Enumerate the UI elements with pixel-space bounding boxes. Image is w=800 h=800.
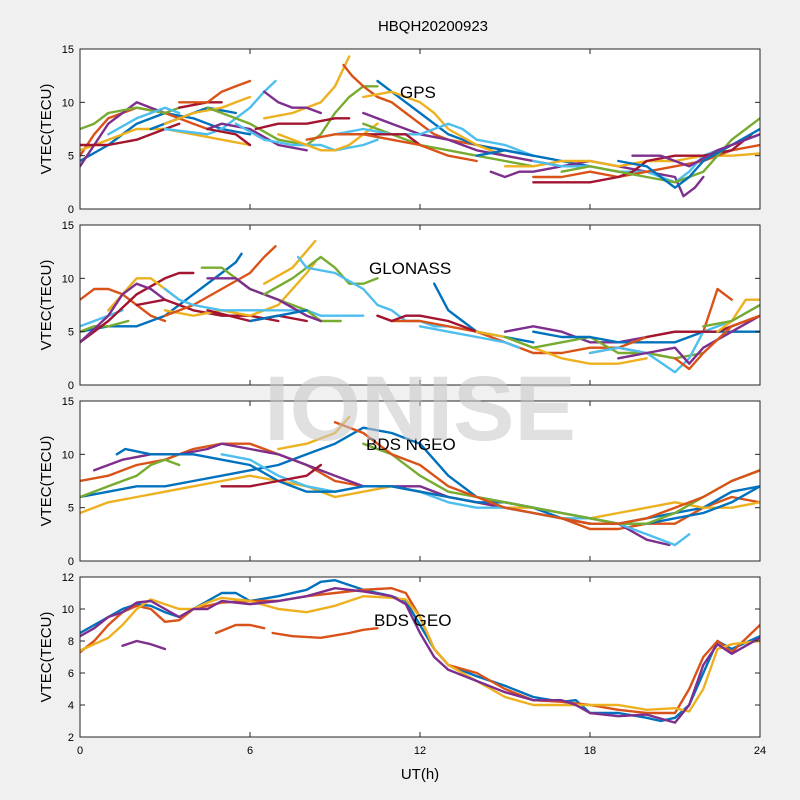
series-group (80, 239, 760, 374)
series-line-11 (333, 421, 760, 525)
series-line-33 (673, 314, 760, 371)
series-line-10 (163, 95, 252, 125)
series-group (80, 579, 760, 724)
series-line-10 (163, 245, 277, 317)
y-tick-label: 0 (68, 556, 74, 568)
series-line-10 (362, 442, 760, 525)
series-group (80, 55, 760, 198)
x-axis-label: UT(h) (401, 766, 439, 783)
panel-label: GPS (400, 83, 436, 102)
series-line-25 (503, 335, 705, 360)
x-tick-label: 24 (754, 745, 766, 757)
series-line-18 (297, 255, 450, 328)
series-line-26 (333, 122, 535, 157)
series-line-5 (121, 639, 167, 651)
panel-label: BDS GEO (374, 611, 451, 630)
series-line-16 (263, 255, 379, 296)
y-axis-label: VTEC(TECU) (38, 612, 55, 703)
watermark: IONISE (264, 358, 576, 460)
series-line-6 (80, 458, 181, 499)
y-axis-label: VTEC(TECU) (38, 260, 55, 351)
series-line-21 (342, 63, 507, 152)
y-axis-label: VTEC(TECU) (38, 436, 55, 527)
series-line-32 (702, 303, 760, 328)
panels-group: 0 5 10 15 VTEC(TECU) GPS 0 5 10 15 VTEC(TECU) GLONA… (38, 44, 766, 757)
series-line-28 (305, 133, 478, 163)
panel-label: GLONASS (369, 259, 451, 278)
series-line-7 (80, 122, 181, 147)
series-group (80, 415, 760, 547)
y-tick-label: 4 (68, 700, 74, 712)
y-tick-label: 5 (68, 327, 74, 339)
series-line-14 (206, 127, 252, 147)
x-tick-label: 6 (247, 745, 253, 757)
series-line-6 (214, 623, 266, 635)
y-tick-label: 2 (68, 732, 74, 744)
y-tick-label: 5 (68, 151, 74, 163)
series-line-15 (248, 309, 308, 323)
x-tick-label: 18 (584, 745, 596, 757)
series-line-8 (220, 463, 322, 488)
series-line-16 (234, 122, 379, 152)
series-line-7 (80, 282, 167, 344)
series-line-2 (80, 587, 760, 715)
series-line-3 (80, 595, 760, 713)
series-line-15 (206, 85, 379, 147)
series-line-21 (376, 314, 478, 333)
panel-3: 0 5 10 15 VTEC(TECU) BDS NGEO (38, 396, 761, 568)
series-line-4 (80, 587, 760, 724)
series-line-29 (475, 149, 592, 168)
series-line-5 (80, 106, 181, 131)
plot-area (80, 49, 760, 209)
series-line-22 (376, 79, 535, 157)
x-tick-label: 0 (77, 745, 83, 757)
series-line-13 (206, 122, 308, 152)
series-line-31 (716, 298, 760, 333)
series-line-5 (220, 453, 691, 547)
chart-title: HBQH20200923 (378, 18, 488, 35)
panel-label: BDS NGEO (366, 435, 456, 454)
series-line-11 (163, 287, 365, 317)
series-line-7 (271, 627, 379, 639)
x-tick-label: 12 (414, 745, 426, 757)
y-tick-label: 6 (68, 668, 74, 680)
y-tick-label: 15 (62, 396, 74, 408)
y-tick-label: 8 (68, 636, 74, 648)
y-tick-label: 10 (62, 449, 74, 461)
panel-1: 0 5 10 15 VTEC(TECU) GPS (38, 44, 761, 216)
series-line-2 (80, 106, 209, 157)
series-line-37 (631, 133, 760, 168)
y-tick-label: 0 (68, 380, 74, 392)
series-line-11 (178, 79, 252, 104)
y-tick-label: 10 (62, 604, 74, 616)
series-line-19 (263, 90, 322, 115)
series-line-35 (560, 117, 760, 184)
y-tick-label: 15 (62, 44, 74, 56)
series-line-5 (80, 271, 195, 344)
series-line-26 (532, 330, 760, 344)
series-line-29 (617, 314, 760, 365)
y-tick-label: 15 (62, 220, 74, 232)
panel-2: 0 5 10 15 VTEC(TECU) GLONASS (38, 220, 761, 392)
y-tick-label: 0 (68, 204, 74, 216)
y-tick-label: 10 (62, 97, 74, 109)
series-line-17 (263, 55, 351, 120)
y-tick-label: 10 (62, 273, 74, 285)
series-line-17 (263, 239, 317, 285)
series-line-6 (107, 106, 181, 136)
series-line-18 (254, 117, 351, 131)
y-tick-label: 5 (68, 503, 74, 515)
y-tick-label: 12 (62, 572, 74, 584)
y-axis-label: VTEC(TECU) (38, 84, 55, 175)
series-line-33 (532, 143, 760, 179)
series-line-22 (418, 325, 521, 349)
